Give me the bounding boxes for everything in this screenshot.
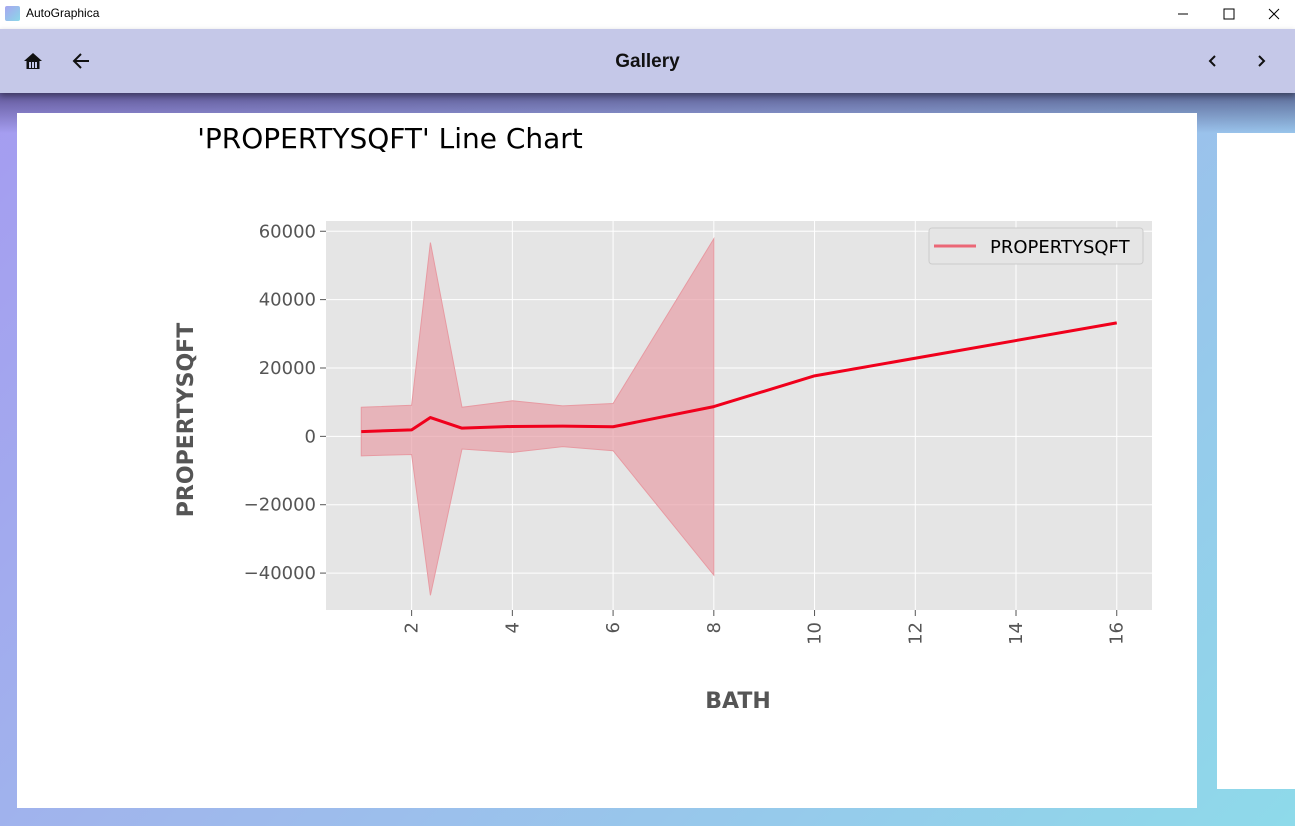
next-button[interactable] [1243,43,1279,79]
y-tick-label: −20000 [244,495,316,516]
close-icon [1268,8,1280,20]
y-axis-ticks: 60000 40000 20000 0 −20000 −40000 [244,221,326,584]
x-tick-label: 8 [704,622,725,633]
x-tick-label: 16 [1107,622,1128,645]
chevron-right-icon [1258,55,1266,67]
x-axis-ticks: 2 4 6 8 10 12 14 16 [402,610,1128,645]
x-tick-label: 2 [402,622,423,633]
chart-title: 'PROPERTYSQFT' Line Chart [197,122,583,155]
x-tick-label: 10 [805,622,826,645]
chart-legend: PROPERTYSQFT [928,227,1144,265]
series-lines [361,321,1118,434]
back-button[interactable] [63,43,99,79]
legend-label: PROPERTYSQFT [990,237,1131,258]
window-title-bar: AutoGraphica [0,0,1295,28]
y-tick-label: 60000 [259,221,316,242]
chart-card[interactable]: 'PROPERTYSQFT' Line Chart 2 4 6 8 10 12 14 16 6… [17,113,1197,808]
confidence-band [360,236,715,596]
x-tick-label: 14 [1006,622,1027,645]
arrow-left-icon [72,53,89,69]
app-bar: Gallery [0,29,1295,93]
x-tick-label: 4 [502,622,523,633]
next-chart-card[interactable] [1217,133,1295,789]
minimize-icon [1178,13,1188,15]
x-tick-label: 6 [603,622,624,633]
y-tick-label: 40000 [259,290,316,311]
y-tick-label: −40000 [244,563,316,584]
maximize-button[interactable] [1206,0,1252,28]
y-tick-label: 0 [305,426,316,447]
home-button[interactable] [15,43,51,79]
legend-box [928,227,1144,265]
window-title: AutoGraphica [26,6,100,20]
page-title: Gallery [615,51,680,72]
y-tick-label: 20000 [259,358,316,379]
maximize-icon [1223,8,1235,20]
line-chart: 'PROPERTYSQFT' Line Chart 2 4 6 8 10 12 14 16 6… [174,122,1152,714]
previous-button[interactable] [1195,43,1231,79]
home-icon [24,53,42,69]
x-tick-label: 12 [905,622,926,645]
gallery-area: 'PROPERTYSQFT' Line Chart 2 4 6 8 10 12 14 16 6… [0,93,1295,826]
error-band [360,236,715,596]
chevron-left-icon [1208,55,1216,67]
series-line-propertysqft [361,321,1118,434]
x-axis-label: BATH [705,689,771,714]
close-button[interactable] [1251,0,1295,28]
y-axis-label: PROPERTYSQFT [174,323,199,517]
app-logo-icon [5,6,20,21]
minimize-button[interactable] [1160,0,1206,28]
